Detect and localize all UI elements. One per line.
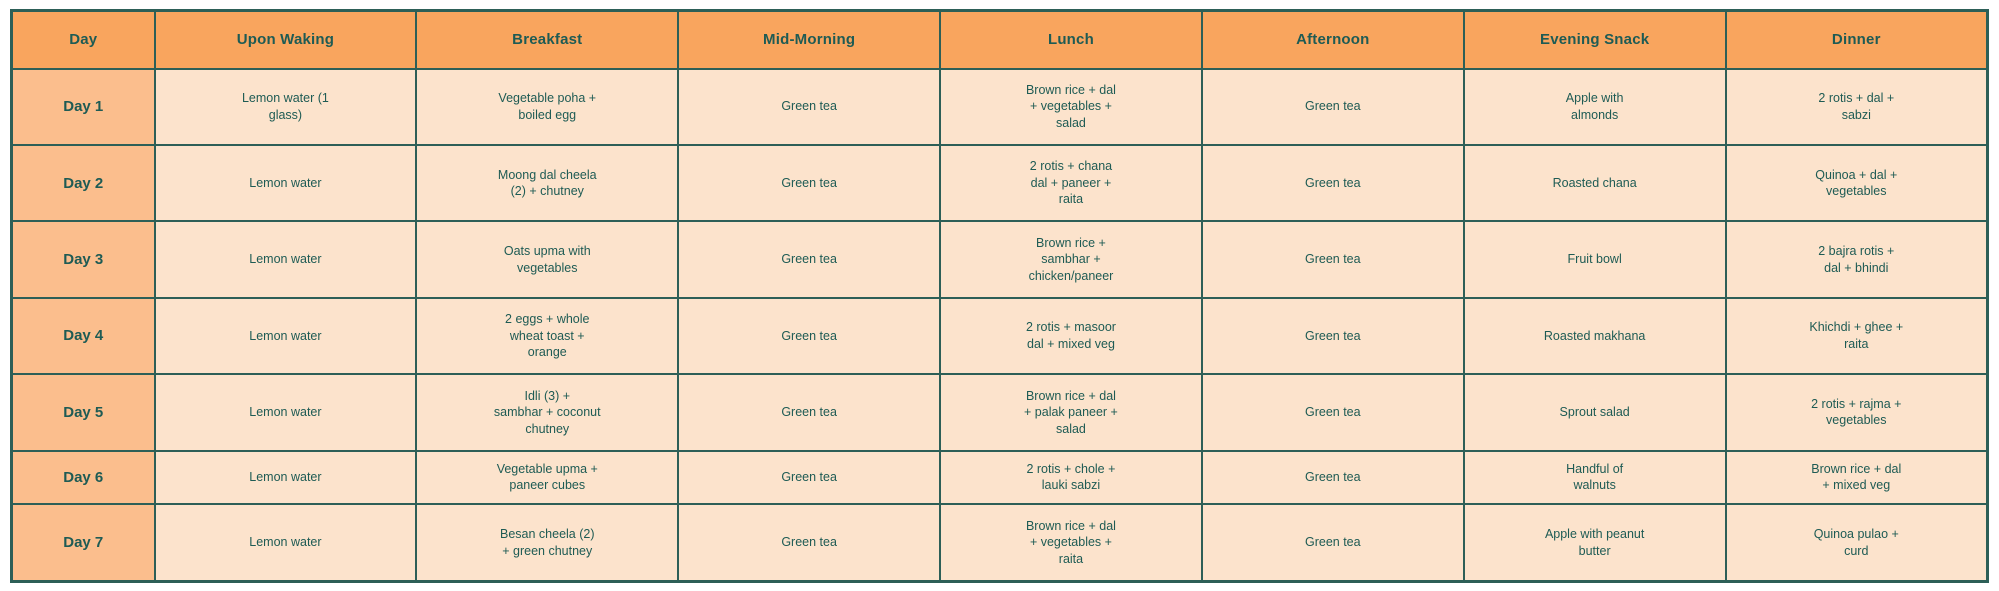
meal-cell-lunch: 2 rotis + chole + lauki sabzi	[939, 449, 1203, 506]
meal-cell-mid-morning: Green tea	[677, 67, 942, 146]
meal-cell-lunch: Brown rice + sambhar + chicken/paneer	[939, 220, 1203, 299]
column-header-upon-waking: Upon Waking	[153, 9, 418, 70]
meal-cell-evening-snack: Roasted makhana	[1462, 296, 1727, 376]
meal-cell-mid-morning: Green tea	[677, 503, 942, 583]
meal-cell-dinner: 2 rotis + rajma + vegetables	[1724, 373, 1989, 452]
meal-cell-lunch: Brown rice + dal + palak paneer + salad	[939, 373, 1203, 452]
column-header-afternoon: Afternoon	[1200, 9, 1465, 70]
day-label-cell: Day 1	[10, 67, 156, 146]
column-header-mid-morning: Mid-Morning	[677, 9, 942, 70]
meal-cell-afternoon: Green tea	[1200, 143, 1465, 223]
meal-cell-evening-snack: Fruit bowl	[1462, 220, 1727, 299]
meal-cell-breakfast: Oats upma with vegetables	[415, 220, 680, 299]
meal-cell-upon-waking: Lemon water	[153, 373, 418, 452]
meal-cell-afternoon: Green tea	[1200, 373, 1465, 452]
table-row-day-1: Day 1 Lemon water (1 glass) Vegetable poha…	[10, 67, 1989, 146]
column-header-evening-snack: Evening Snack	[1462, 9, 1727, 70]
column-header-breakfast: Breakfast	[415, 9, 680, 70]
meal-cell-evening-snack: Apple with almonds	[1462, 67, 1727, 146]
meal-cell-breakfast: 2 eggs + whole wheat toast + orange	[415, 296, 680, 376]
meal-cell-mid-morning: Green tea	[677, 373, 942, 452]
weekly-meal-plan-table: Day Upon Waking Breakfast Mid-Morning Lunch A…	[10, 9, 1989, 583]
meal-cell-upon-waking: Lemon water	[153, 220, 418, 299]
meal-cell-evening-snack: Apple with peanut butter	[1462, 503, 1727, 583]
column-header-lunch: Lunch	[939, 9, 1203, 70]
meal-cell-lunch: Brown rice + dal + vegetables + raita	[939, 503, 1203, 583]
meal-cell-dinner: Quinoa pulao + curd	[1724, 503, 1989, 583]
meal-cell-afternoon: Green tea	[1200, 220, 1465, 299]
meal-cell-breakfast: Vegetable poha + boiled egg	[415, 67, 680, 146]
meal-cell-breakfast: Moong dal cheela (2) + chutney	[415, 143, 680, 223]
header-row: Day Upon Waking Breakfast Mid-Morning Lunch A…	[10, 9, 1989, 70]
meal-cell-upon-waking: Lemon water	[153, 296, 418, 376]
meal-cell-mid-morning: Green tea	[677, 143, 942, 223]
meal-cell-upon-waking: Lemon water	[153, 449, 418, 506]
table-body: Day 1 Lemon water (1 glass) Vegetable poha…	[10, 67, 1989, 583]
meal-cell-evening-snack: Sprout salad	[1462, 373, 1727, 452]
day-label-cell: Day 4	[10, 296, 156, 376]
day-label-cell: Day 2	[10, 143, 156, 223]
meal-cell-breakfast: Vegetable upma + paneer cubes	[415, 449, 680, 506]
meal-cell-dinner: 2 bajra rotis + dal + bhindi	[1724, 220, 1989, 299]
day-label-cell: Day 3	[10, 220, 156, 299]
meal-cell-upon-waking: Lemon water	[153, 503, 418, 583]
meal-cell-upon-waking: Lemon water (1 glass)	[153, 67, 418, 146]
meal-plan-table-container: Day Upon Waking Breakfast Mid-Morning Lunch A…	[10, 9, 1989, 583]
meal-cell-mid-morning: Green tea	[677, 220, 942, 299]
meal-cell-dinner: Khichdi + ghee + raita	[1724, 296, 1989, 376]
table-row-day-6: Day 6 Lemon water Vegetable upma + paneer …	[10, 449, 1989, 506]
table-row-day-7: Day 7 Lemon water Besan cheela (2) + green…	[10, 503, 1989, 583]
meal-cell-mid-morning: Green tea	[677, 449, 942, 506]
table-row-day-3: Day 3 Lemon water Oats upma with vegetable…	[10, 220, 1989, 299]
meal-cell-afternoon: Green tea	[1200, 449, 1465, 506]
table-row-day-5: Day 5 Lemon water Idli (3) + sambhar + coc…	[10, 373, 1989, 452]
day-label-cell: Day 7	[10, 503, 156, 583]
meal-cell-lunch: 2 rotis + chana dal + paneer + raita	[939, 143, 1203, 223]
table-header: Day Upon Waking Breakfast Mid-Morning Lunch A…	[10, 9, 1989, 70]
meal-cell-afternoon: Green tea	[1200, 296, 1465, 376]
column-header-dinner: Dinner	[1724, 9, 1989, 70]
meal-cell-dinner: 2 rotis + dal + sabzi	[1724, 67, 1989, 146]
meal-cell-breakfast: Idli (3) + sambhar + coconut chutney	[415, 373, 680, 452]
day-label-cell: Day 5	[10, 373, 156, 452]
meal-cell-lunch: 2 rotis + masoor dal + mixed veg	[939, 296, 1203, 376]
meal-cell-afternoon: Green tea	[1200, 67, 1465, 146]
day-label-cell: Day 6	[10, 449, 156, 506]
meal-cell-afternoon: Green tea	[1200, 503, 1465, 583]
meal-cell-lunch: Brown rice + dal + vegetables + salad	[939, 67, 1203, 146]
table-row-day-4: Day 4 Lemon water 2 eggs + whole wheat toa…	[10, 296, 1989, 376]
meal-cell-mid-morning: Green tea	[677, 296, 942, 376]
column-header-day: Day	[10, 9, 156, 70]
meal-cell-dinner: Brown rice + dal + mixed veg	[1724, 449, 1989, 506]
meal-cell-evening-snack: Handful of walnuts	[1462, 449, 1727, 506]
table-row-day-2: Day 2 Lemon water Moong dal cheela (2) + c…	[10, 143, 1989, 223]
meal-cell-upon-waking: Lemon water	[153, 143, 418, 223]
meal-cell-dinner: Quinoa + dal + vegetables	[1724, 143, 1989, 223]
meal-cell-evening-snack: Roasted chana	[1462, 143, 1727, 223]
meal-cell-breakfast: Besan cheela (2) + green chutney	[415, 503, 680, 583]
